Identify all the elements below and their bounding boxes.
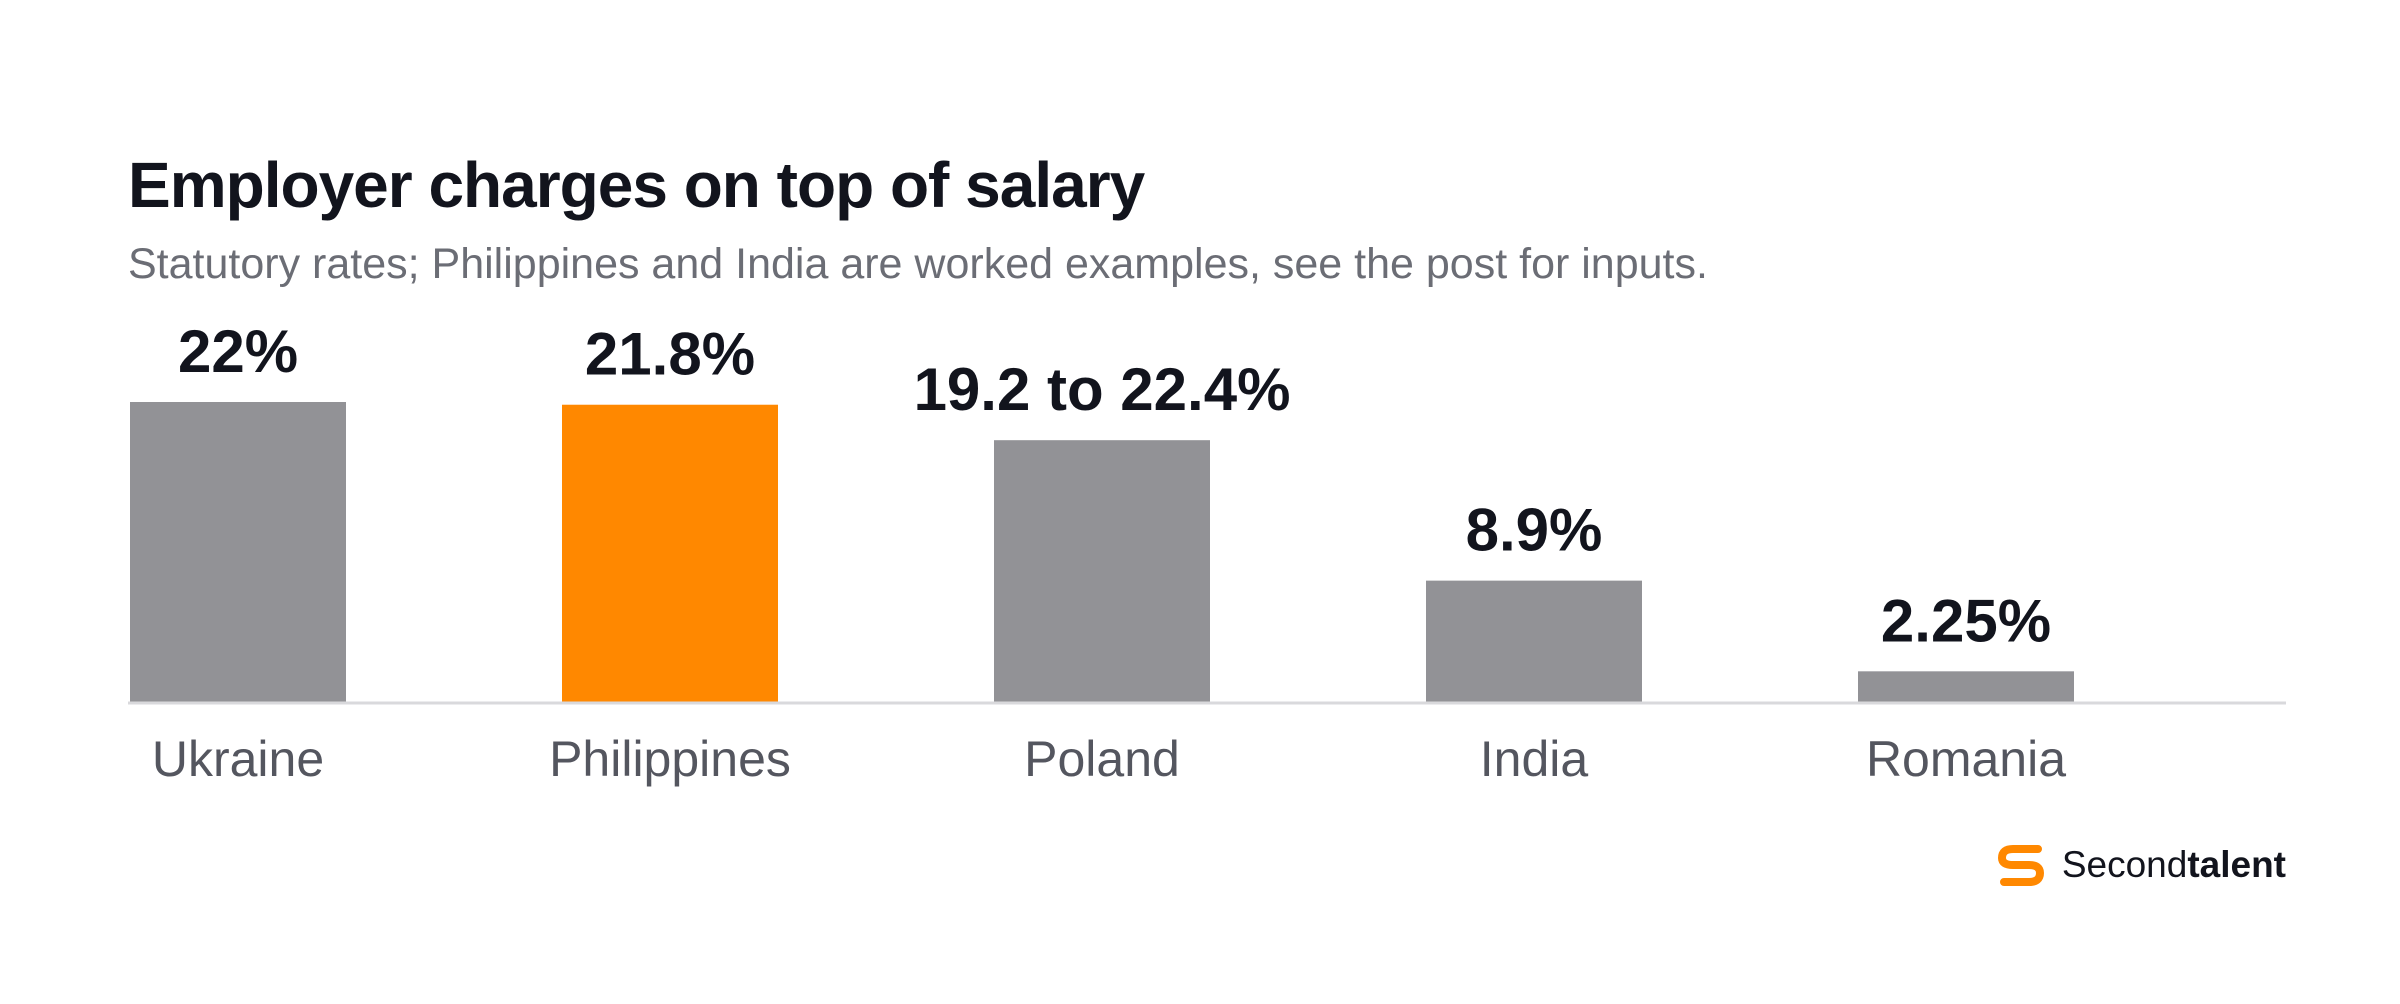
- value-label-philippines: 21.8%: [585, 321, 755, 388]
- value-label-india: 8.9%: [1466, 497, 1603, 564]
- bar-poland: [994, 440, 1210, 702]
- brand-name: Secondtalent: [2062, 844, 2286, 886]
- value-label-ukraine: 22%: [178, 318, 298, 385]
- category-label-poland: Poland: [1024, 731, 1180, 787]
- value-label-poland: 19.2 to 22.4%: [914, 356, 1291, 423]
- bar-romania: [1858, 671, 2074, 702]
- chart-subtitle: Statutory rates; Philippines and India a…: [128, 240, 1708, 288]
- chart-title: Employer charges on top of salary: [128, 149, 1145, 221]
- category-label-india: India: [1480, 731, 1589, 787]
- brand-name-bold: talent: [2187, 844, 2286, 885]
- secondtalent-s-logo-icon: [1997, 845, 2044, 886]
- bar-philippines: [562, 404, 778, 702]
- brand-logo: Secondtalent: [1994, 838, 2286, 892]
- brand-name-regular: Second: [2061, 844, 2188, 885]
- category-label-philippines: Philippines: [549, 731, 791, 787]
- bar-india: [1426, 580, 1642, 702]
- value-label-romania: 2.25%: [1881, 587, 2051, 654]
- bar-ukraine: [130, 402, 346, 702]
- category-label-ukraine: Ukraine: [152, 731, 324, 787]
- category-label-romania: Romania: [1866, 731, 2066, 787]
